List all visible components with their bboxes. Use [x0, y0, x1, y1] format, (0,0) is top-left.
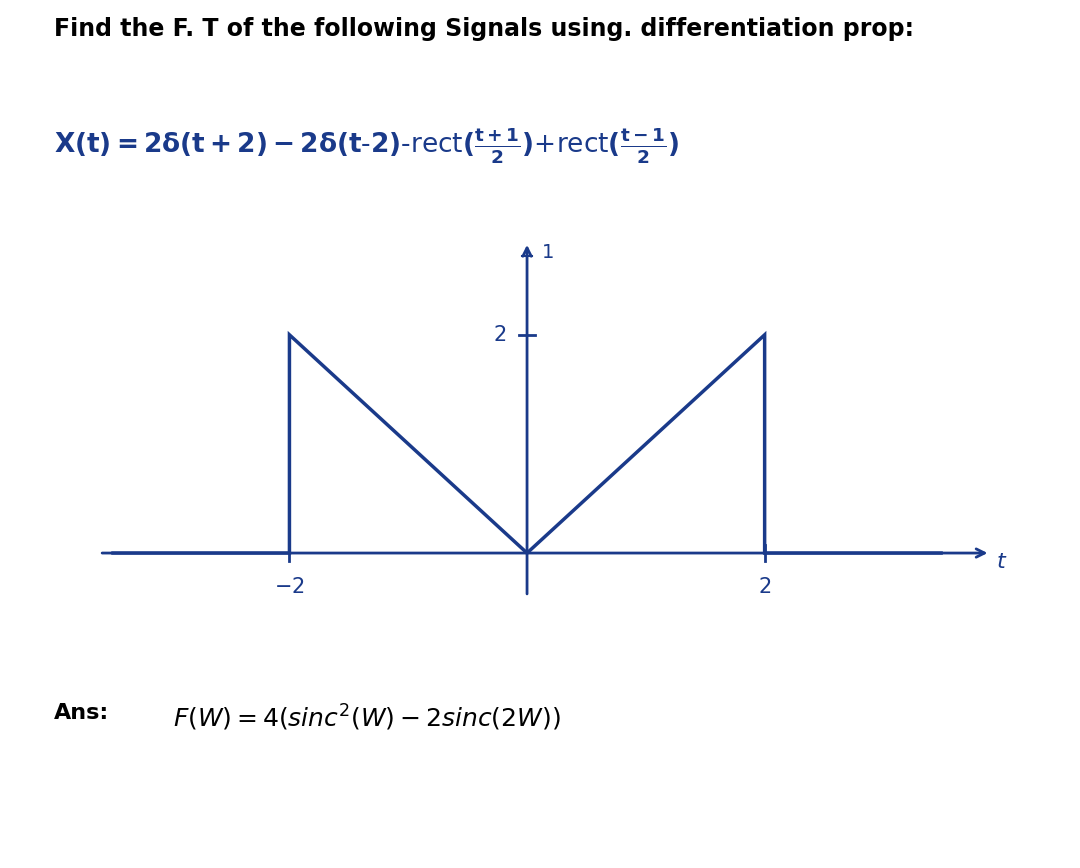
Text: $2$: $2$: [492, 325, 505, 345]
Text: Ans:: Ans:: [54, 703, 109, 723]
Text: $-2$: $-2$: [274, 577, 305, 597]
Text: $1$: $1$: [541, 243, 554, 262]
Text: $\mathbf{X(t){=}2\delta(t + 2) - 2\delta(t\text{-}2)\text{-rect}(\frac{t+1}{2})\: $\mathbf{X(t){=}2\delta(t + 2) - 2\delta…: [54, 126, 679, 166]
Text: Find the F. T of the following Signals using. differentiation prop:: Find the F. T of the following Signals u…: [54, 17, 914, 42]
Text: $\mathbf{\mathit{F(W){=}4(sinc^{2}(W) - 2sinc(2W))}}$: $\mathbf{\mathit{F(W){=}4(sinc^{2}(W) - …: [173, 703, 561, 733]
Text: $2$: $2$: [758, 577, 771, 597]
Text: $t$: $t$: [996, 552, 1008, 572]
